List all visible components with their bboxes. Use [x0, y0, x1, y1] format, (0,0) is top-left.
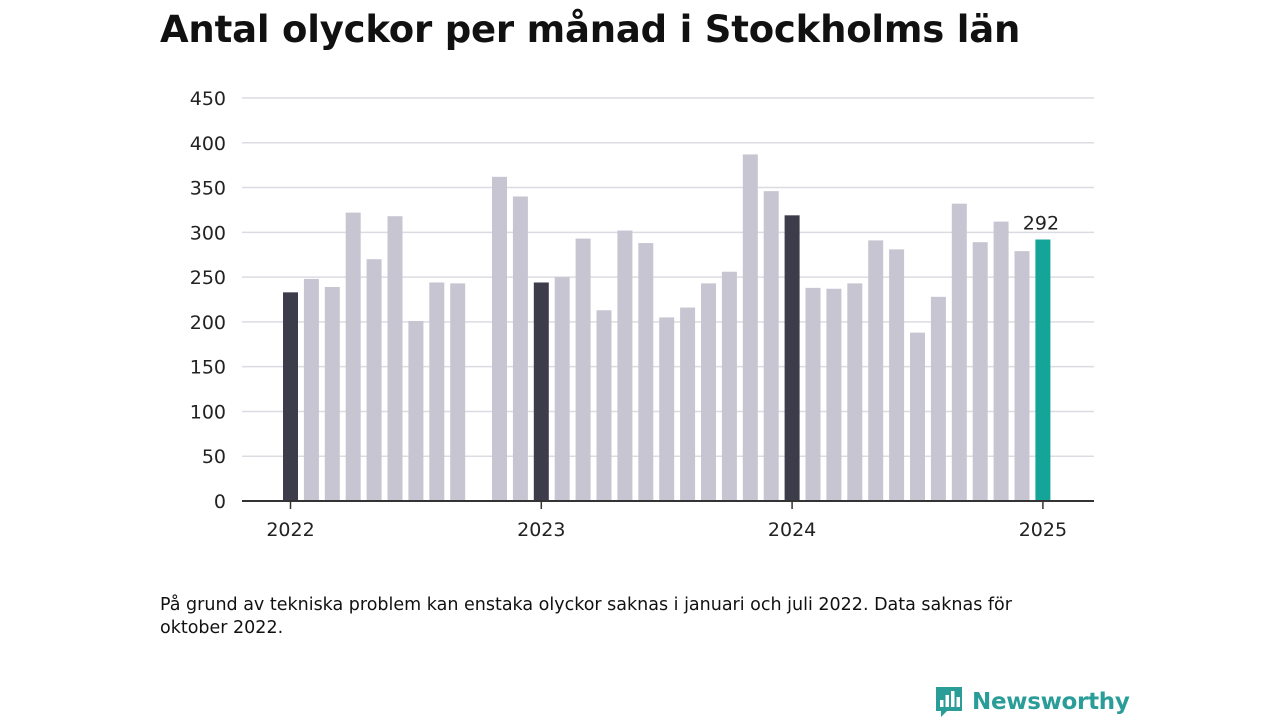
bar-2022-08	[429, 282, 445, 501]
y-tick-label: 300	[190, 222, 226, 244]
y-tick-label: 450	[190, 88, 226, 110]
bar-2024-08	[930, 296, 946, 501]
bar-2022-11	[492, 176, 507, 501]
y-tick-label: 0	[214, 491, 226, 513]
bar-2023-08	[680, 307, 696, 501]
bar-2024-02	[805, 287, 821, 501]
bar-2023-06	[638, 243, 654, 501]
bar-2023-04	[596, 310, 612, 501]
bar-2022-07	[408, 320, 424, 501]
y-tick-label: 250	[190, 267, 226, 289]
bar-2024-06	[889, 249, 905, 501]
value-labels: 292	[1023, 212, 1059, 234]
bar-2023-10	[721, 271, 737, 501]
bar-2024-05	[868, 240, 884, 501]
bar-2022-09	[450, 283, 466, 501]
bar-2022-01	[283, 292, 298, 501]
bar-2022-05	[366, 259, 382, 501]
bar-2022-06	[387, 216, 403, 501]
x-tick-label: 2024	[768, 519, 816, 541]
bar-2023-01	[533, 282, 549, 501]
brand-logo[interactable]: Newsworthy	[934, 684, 1130, 720]
brand-name: Newsworthy	[972, 689, 1130, 715]
bars	[283, 154, 1051, 502]
x-tick-label: 2023	[517, 519, 565, 541]
bar-2023-02	[554, 277, 570, 501]
bar-2022-04	[345, 212, 361, 501]
bar-2022-12	[512, 196, 528, 501]
bar-2023-07	[659, 317, 675, 501]
y-tick-label: 100	[190, 401, 226, 423]
bar-2023-05	[617, 230, 633, 502]
bar-2024-09	[951, 203, 967, 501]
chart-title: Antal olyckor per månad i Stockholms län	[160, 8, 1021, 51]
bar-2024-04	[847, 283, 863, 501]
footnote: På grund av tekniska problem kan enstaka…	[160, 595, 1012, 638]
bar-2024-07	[910, 332, 925, 501]
bar-2023-11	[742, 154, 758, 502]
y-tick-label: 200	[190, 312, 226, 334]
bar-chart: 0 50 100 150 200 250 300 350 400 450 2022 2023 2024…	[190, 88, 1094, 541]
bar-2023-03	[575, 238, 591, 501]
bar-2023-09	[701, 283, 716, 501]
x-axis-ticks: 2022 2023 2024 2025	[266, 501, 1067, 541]
bar-2025-01	[1035, 239, 1051, 501]
x-tick-label: 2025	[1019, 519, 1067, 541]
y-tick-label: 150	[190, 357, 226, 379]
bar-2022-03	[324, 286, 340, 501]
y-axis-ticks: 0 50 100 150 200 250 300 350 400 450	[190, 88, 226, 513]
bar-2024-01	[784, 215, 800, 501]
bar-2022-02	[303, 278, 319, 501]
bar-2024-03	[826, 288, 842, 501]
value-label-2025-01: 292	[1023, 212, 1059, 234]
y-tick-label: 350	[190, 178, 226, 200]
bar-2023-12	[763, 191, 779, 501]
newsworthy-logo-icon	[936, 687, 962, 717]
y-tick-label: 50	[202, 446, 226, 468]
y-tick-label: 400	[190, 133, 226, 155]
bar-2024-12	[1014, 251, 1030, 501]
bar-2024-11	[993, 221, 1009, 501]
bar-2024-10	[972, 242, 988, 501]
x-tick-label: 2022	[266, 519, 314, 541]
